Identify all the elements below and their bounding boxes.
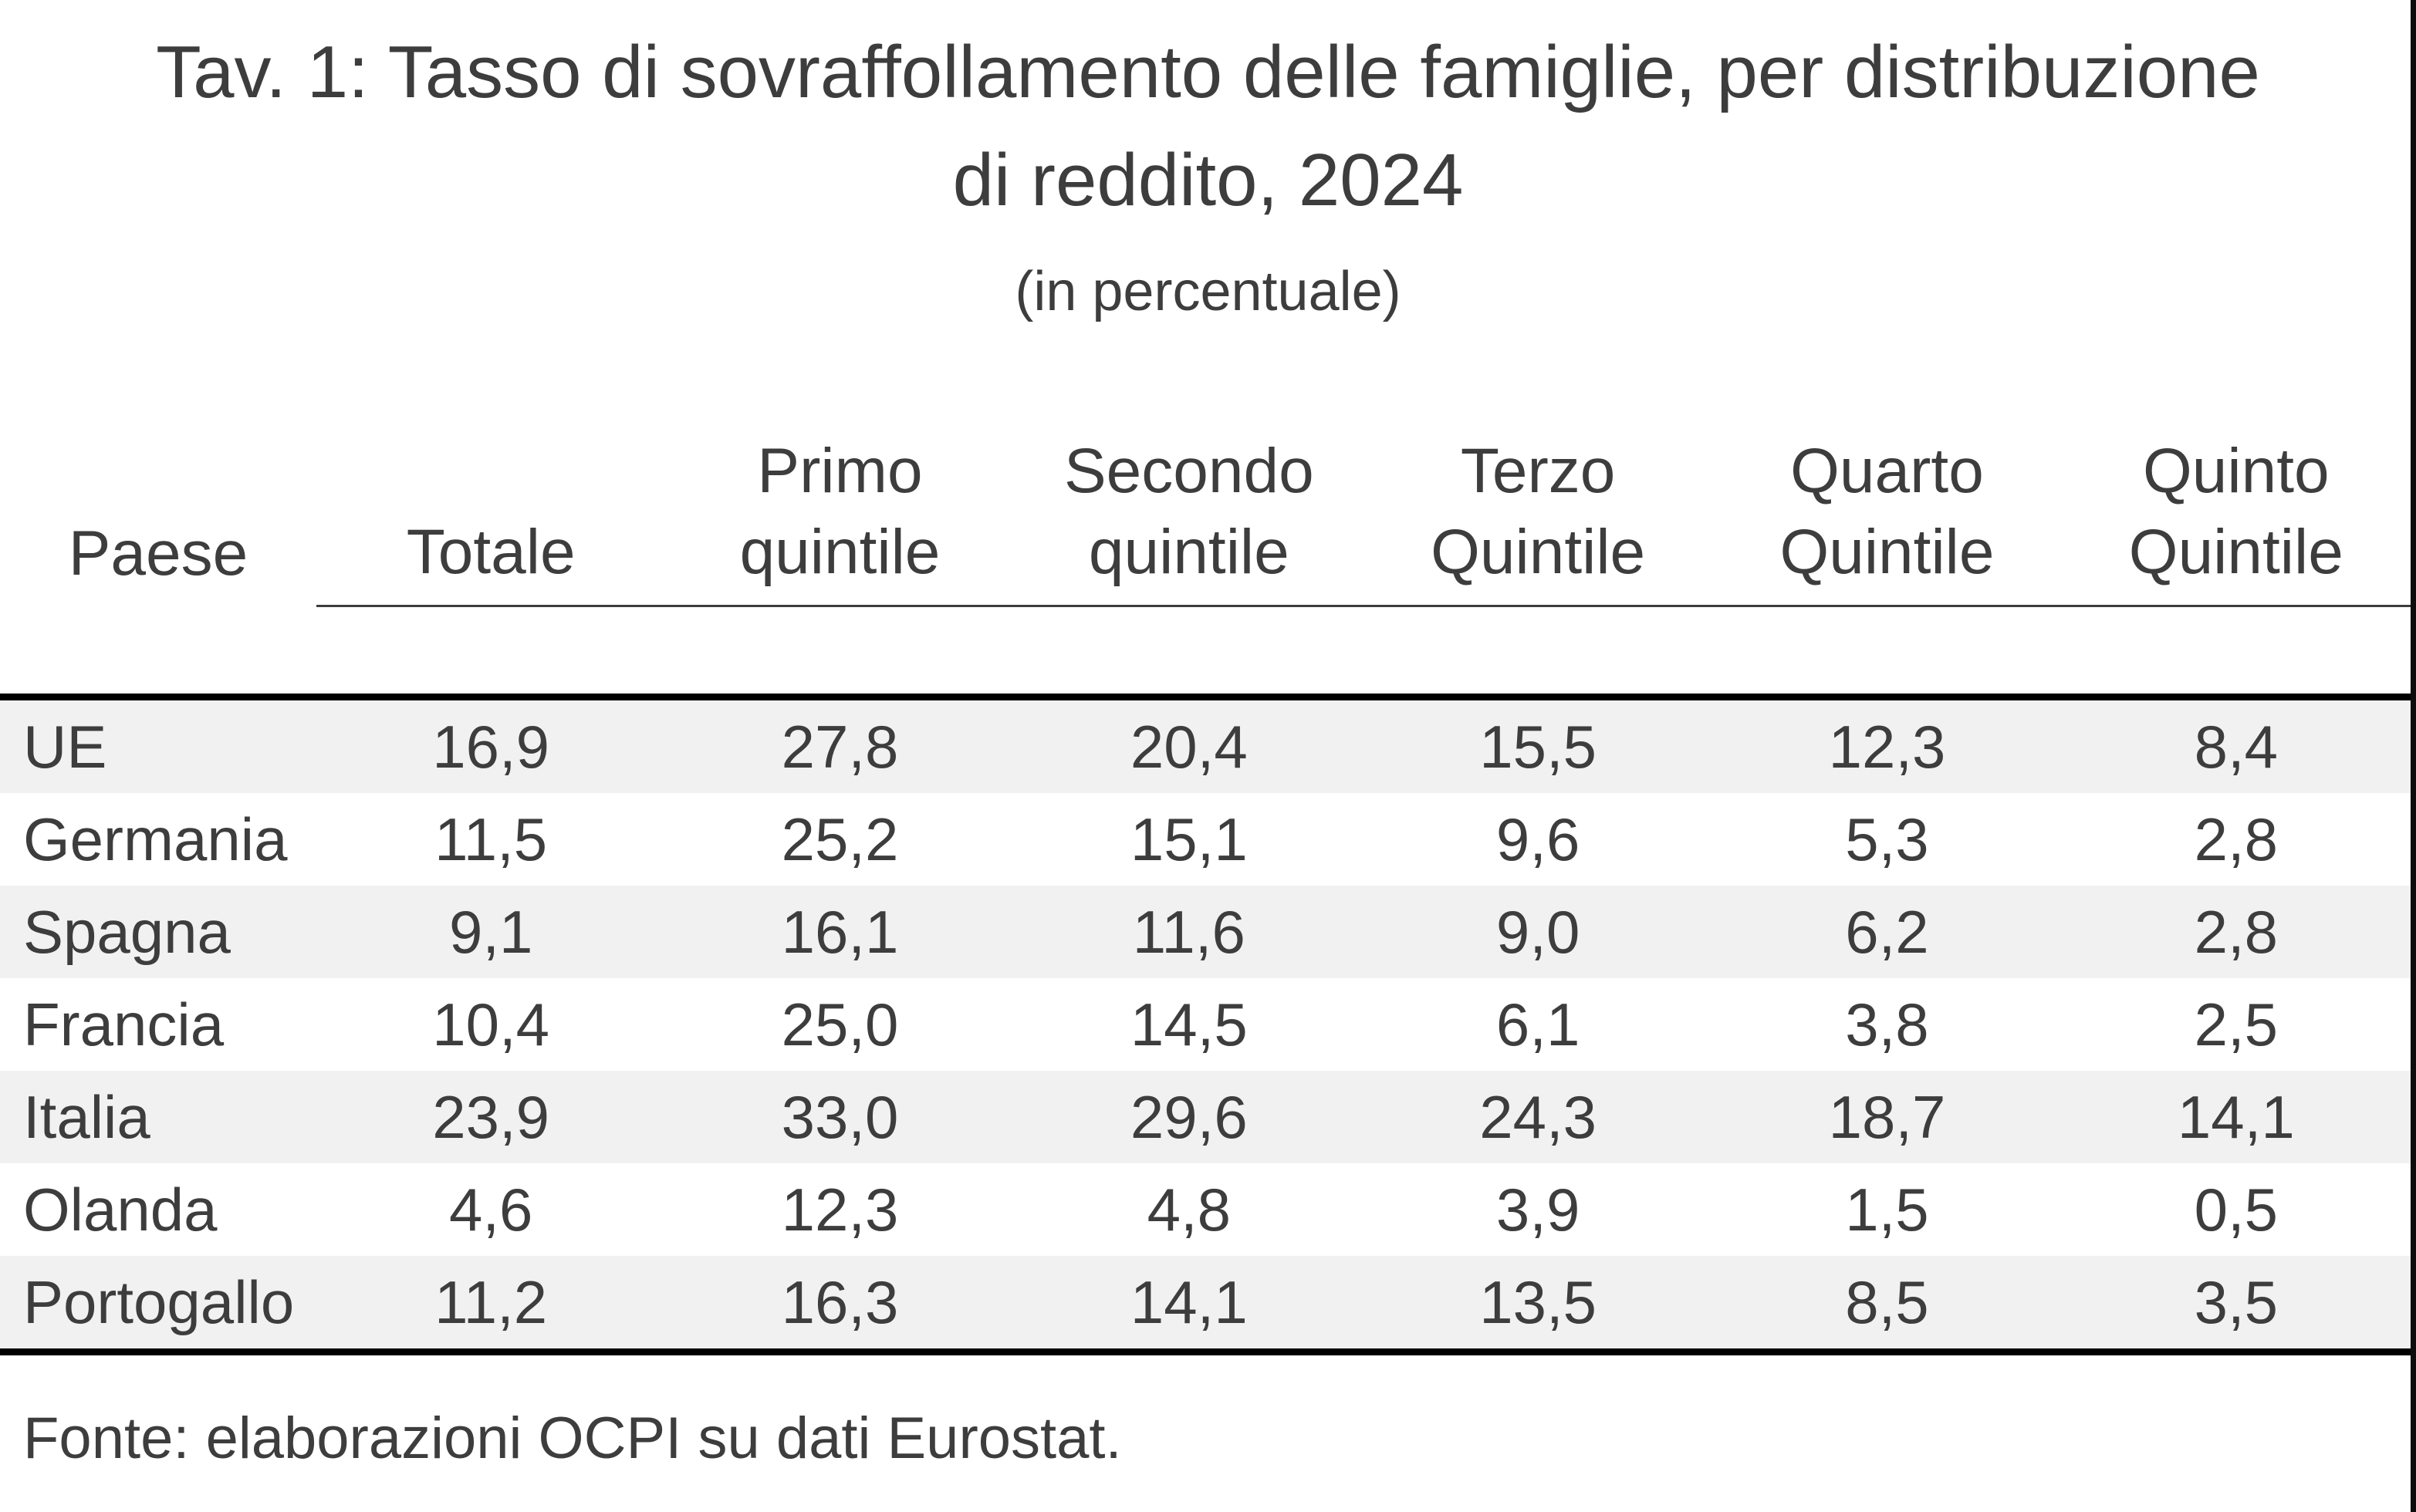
header-spacer-cell bbox=[0, 606, 2411, 697]
value-cell: 2,8 bbox=[2194, 805, 2279, 873]
header-label-bottom: quintile bbox=[739, 517, 941, 587]
table-body: UE 16,9 27,8 20,4 15,5 12,3 8,4 Germania… bbox=[0, 697, 2411, 1352]
value-cell: 3,8 bbox=[1845, 990, 1929, 1058]
header-label-top: Quinto bbox=[2143, 436, 2330, 506]
value-cell: 16,9 bbox=[432, 712, 550, 781]
value-cell: 20,4 bbox=[1130, 712, 1248, 781]
header-label-top bbox=[0, 432, 316, 513]
country-cell: Olanda bbox=[23, 1175, 218, 1244]
table-subtitle: (in percentuale) bbox=[1015, 261, 1401, 322]
column-header-totale: Totale bbox=[316, 419, 666, 607]
country-cell: Portogallo bbox=[23, 1267, 295, 1336]
value-cell: 5,3 bbox=[1845, 805, 1929, 873]
table-row-spagna: Spagna 9,1 16,1 11,6 9,0 6,2 2,8 bbox=[0, 886, 2411, 978]
header-label-bottom: Paese bbox=[68, 518, 248, 589]
table-title-line2: di reddito, 2024 bbox=[952, 139, 1464, 221]
value-cell: 24,3 bbox=[1479, 1082, 1597, 1151]
column-header-paese: Paese bbox=[0, 419, 316, 606]
value-cell: 1,5 bbox=[1845, 1175, 1929, 1244]
value-cell: 11,2 bbox=[434, 1267, 548, 1336]
value-cell: 33,0 bbox=[781, 1082, 899, 1151]
value-cell: 11,5 bbox=[434, 805, 548, 873]
title-block: Tav. 1: Tasso di sovraffollamento delle … bbox=[0, 0, 2416, 330]
value-cell: 9,0 bbox=[1495, 897, 1580, 966]
value-cell: 11,6 bbox=[1132, 897, 1245, 966]
value-cell: 12,3 bbox=[781, 1175, 899, 1244]
country-cell: UE bbox=[23, 712, 107, 781]
value-cell: 13,5 bbox=[1479, 1267, 1597, 1336]
value-cell: 4,6 bbox=[448, 1175, 533, 1244]
value-cell: 29,6 bbox=[1130, 1082, 1248, 1151]
country-cell: Francia bbox=[23, 990, 225, 1058]
value-cell: 15,1 bbox=[1130, 805, 1248, 873]
column-header-primo-quintile: Primo quintile bbox=[665, 419, 1015, 607]
value-cell: 8,4 bbox=[2194, 712, 2279, 781]
value-cell: 14,1 bbox=[1130, 1267, 1248, 1336]
value-cell: 18,7 bbox=[1828, 1082, 1946, 1151]
table-row-olanda: Olanda 4,6 12,3 4,8 3,9 1,5 0,5 bbox=[0, 1163, 2411, 1256]
value-cell: 2,5 bbox=[2194, 990, 2279, 1058]
value-cell: 2,8 bbox=[2194, 897, 2279, 966]
table-row-germania: Germania 11,5 25,2 15,1 9,6 5,3 2,8 bbox=[0, 793, 2411, 886]
column-header-secondo-quintile: Secondo quintile bbox=[1014, 419, 1363, 607]
value-cell: 9,1 bbox=[448, 897, 533, 966]
header-label-bottom: quintile bbox=[1088, 517, 1289, 587]
header-label-bottom: Quintile bbox=[1779, 517, 1995, 587]
value-cell: 3,5 bbox=[2194, 1267, 2279, 1336]
value-cell: 4,8 bbox=[1147, 1175, 1232, 1244]
value-cell: 15,5 bbox=[1479, 712, 1597, 781]
value-cell: 14,1 bbox=[2177, 1082, 2295, 1151]
table-row-portogallo: Portogallo 11,2 16,3 14,1 13,5 8,5 3,5 bbox=[0, 1256, 2411, 1352]
value-cell: 6,2 bbox=[1845, 897, 1929, 966]
value-cell: 6,1 bbox=[1495, 990, 1580, 1058]
table-row-francia: Francia 10,4 25,0 14,5 6,1 3,8 2,5 bbox=[0, 978, 2411, 1071]
value-cell: 25,0 bbox=[781, 990, 899, 1058]
header-spacer-row bbox=[0, 606, 2411, 697]
value-cell: 23,9 bbox=[432, 1082, 550, 1151]
data-table: Paese Totale Primo quintile Secondo quin… bbox=[0, 419, 2411, 1355]
header-label-top: Secondo bbox=[1063, 436, 1314, 506]
column-header-quarto-quintile: Quarto Quintile bbox=[1712, 419, 2062, 607]
value-cell: 0,5 bbox=[2194, 1175, 2279, 1244]
value-cell: 3,9 bbox=[1495, 1175, 1580, 1244]
value-cell: 16,1 bbox=[781, 897, 899, 966]
header-label-bottom: Quintile bbox=[1431, 517, 1646, 587]
table-row-italia: Italia 23,9 33,0 29,6 24,3 18,7 14,1 bbox=[0, 1071, 2411, 1163]
header-label-top: Primo bbox=[757, 436, 923, 506]
column-header-quinto-quintile: Quinto Quintile bbox=[2061, 419, 2411, 607]
header-label-bottom: Totale bbox=[406, 517, 576, 587]
right-edge-border bbox=[2411, 0, 2416, 1512]
value-cell: 14,5 bbox=[1130, 990, 1248, 1058]
table-header: Paese Totale Primo quintile Secondo quin… bbox=[0, 419, 2411, 697]
country-cell: Spagna bbox=[23, 897, 231, 966]
header-label-top: Terzo bbox=[1460, 436, 1616, 506]
country-cell: Italia bbox=[23, 1082, 150, 1151]
table-row-ue: UE 16,9 27,8 20,4 15,5 12,3 8,4 bbox=[0, 697, 2411, 793]
country-cell: Germania bbox=[23, 805, 288, 873]
value-cell: 25,2 bbox=[781, 805, 899, 873]
header-row: Paese Totale Primo quintile Secondo quin… bbox=[0, 419, 2411, 607]
value-cell: 9,6 bbox=[1495, 805, 1580, 873]
value-cell: 8,5 bbox=[1845, 1267, 1929, 1336]
column-header-terzo-quintile: Terzo Quintile bbox=[1363, 419, 1713, 607]
header-label-top bbox=[316, 430, 665, 511]
value-cell: 12,3 bbox=[1828, 712, 1946, 781]
table-title-line1: Tav. 1: Tasso di sovraffollamento delle … bbox=[156, 31, 2260, 113]
value-cell: 27,8 bbox=[781, 712, 899, 781]
header-label-bottom: Quintile bbox=[2128, 517, 2343, 587]
value-cell: 10,4 bbox=[432, 990, 550, 1058]
header-label-top: Quarto bbox=[1790, 436, 1984, 506]
value-cell: 16,3 bbox=[781, 1267, 899, 1336]
source-note: Fonte: elaborazioni OCPI su dati Eurosta… bbox=[23, 1406, 1122, 1471]
